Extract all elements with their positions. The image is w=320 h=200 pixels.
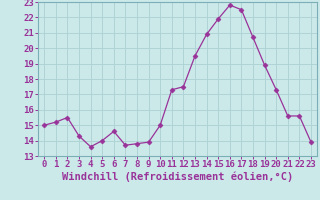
X-axis label: Windchill (Refroidissement éolien,°C): Windchill (Refroidissement éolien,°C) — [62, 172, 293, 182]
